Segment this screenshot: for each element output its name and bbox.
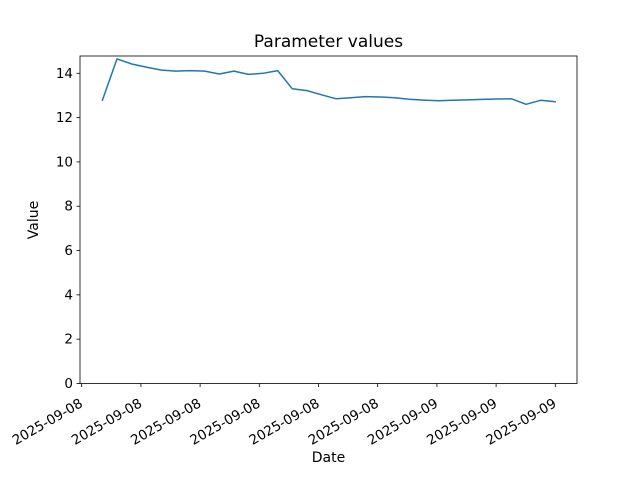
y-axis-label: Value xyxy=(26,201,42,239)
y-tick-label: 2 xyxy=(64,332,73,348)
y-tick-label: 12 xyxy=(56,110,73,126)
plot-frame xyxy=(79,55,578,384)
series-group xyxy=(101,58,557,106)
y-tick-label: 8 xyxy=(64,199,73,215)
x-axis-label: Date xyxy=(312,450,345,466)
y-tick-label: 14 xyxy=(56,66,73,82)
chart-title: Parameter values xyxy=(254,32,403,52)
y-tick-label: 10 xyxy=(56,154,73,170)
y-tick-label: 4 xyxy=(64,287,73,303)
data-line xyxy=(101,58,557,106)
x-axis-ticks: 2025-09-082025-09-082025-09-082025-09-08… xyxy=(10,383,559,449)
y-tick-label: 6 xyxy=(64,243,73,259)
y-tick-label: 0 xyxy=(64,376,73,392)
y-axis-ticks: 0 2 4 6 8 10 12 14 xyxy=(56,66,80,392)
